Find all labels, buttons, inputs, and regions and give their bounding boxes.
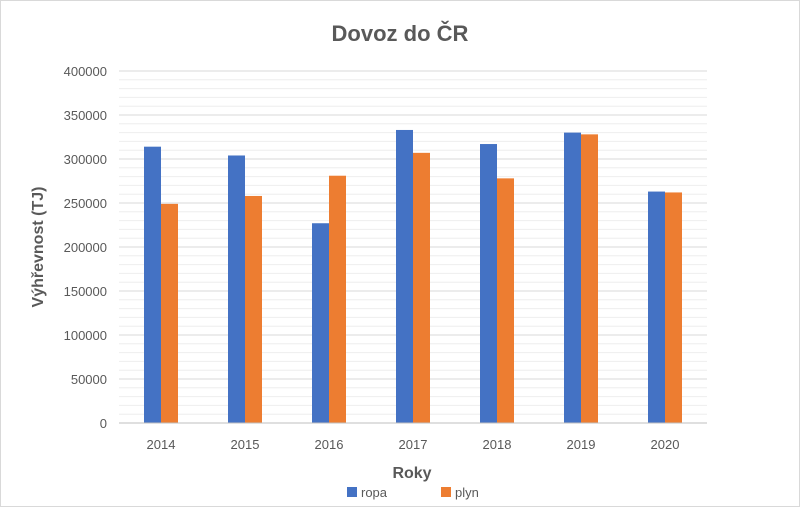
x-tick-label: 2018 — [483, 437, 512, 452]
y-tick-label: 250000 — [64, 196, 107, 211]
bar-ropa-2020 — [648, 191, 665, 423]
x-tick-label: 2016 — [315, 437, 344, 452]
x-tick-label: 2019 — [567, 437, 596, 452]
x-tick-label: 2020 — [651, 437, 680, 452]
bar-plyn-2016 — [329, 175, 346, 423]
x-tick-label: 2015 — [231, 437, 260, 452]
x-axis-ticks: 2014 2015 2016 2017 2018 2019 2020 — [147, 437, 680, 452]
bar-plyn-2018 — [497, 178, 514, 423]
bar-plyn-2020 — [665, 192, 682, 423]
legend-label-ropa: ropa — [361, 485, 388, 500]
y-tick-label: 400000 — [64, 64, 107, 79]
y-tick-label: 100000 — [64, 328, 107, 343]
bar-ropa-2019 — [564, 132, 581, 423]
chart-title: Dovoz do ČR — [332, 21, 469, 46]
y-axis-ticks: 0 50000 100000 150000 200000 250000 300000 3500… — [64, 64, 107, 431]
bar-ropa-2018 — [480, 144, 497, 424]
bar-plyn-2019 — [581, 134, 598, 424]
y-axis-title: Výhřevnost (TJ) — [30, 187, 47, 308]
x-axis-title: Roky — [392, 465, 431, 482]
bars — [144, 129, 682, 424]
bar-plyn-2014 — [161, 203, 178, 423]
y-tick-label: 200000 — [64, 240, 107, 255]
bar-ropa-2015 — [228, 155, 245, 424]
y-tick-label: 50000 — [71, 372, 107, 387]
bar-ropa-2017 — [396, 129, 413, 423]
y-tick-label: 350000 — [64, 108, 107, 123]
legend-label-plyn: plyn — [455, 485, 479, 500]
y-tick-label: 0 — [100, 416, 107, 431]
y-tick-label: 300000 — [64, 152, 107, 167]
bar-plyn-2015 — [245, 195, 262, 423]
x-tick-label: 2014 — [147, 437, 176, 452]
legend: ropa plyn — [347, 485, 479, 500]
bar-ropa-2016 — [312, 223, 329, 423]
legend-swatch-ropa — [347, 487, 357, 497]
y-tick-label: 150000 — [64, 284, 107, 299]
bar-plyn-2017 — [413, 152, 430, 423]
legend-swatch-plyn — [441, 487, 451, 497]
bar-ropa-2014 — [144, 146, 161, 423]
x-tick-label: 2017 — [399, 437, 428, 452]
